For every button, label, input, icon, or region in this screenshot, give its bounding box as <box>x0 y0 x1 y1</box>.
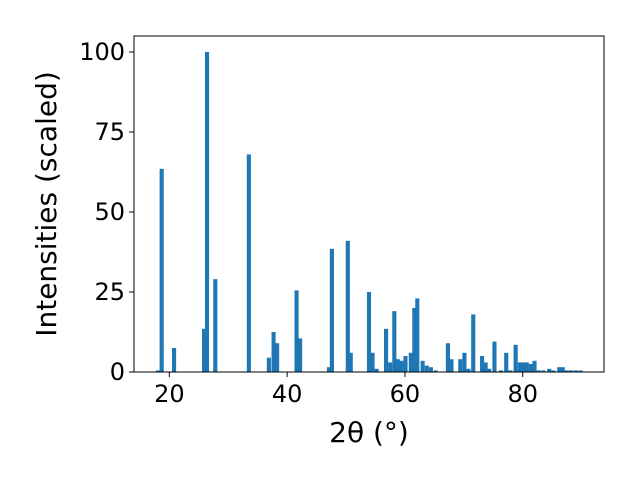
bar <box>547 368 552 372</box>
bar <box>536 370 541 372</box>
bar <box>428 367 433 372</box>
bar <box>483 362 488 372</box>
bar <box>204 52 210 372</box>
bar <box>521 362 526 372</box>
bar <box>424 365 429 372</box>
bar <box>528 364 534 372</box>
bar <box>492 341 497 372</box>
bar <box>202 328 207 372</box>
bar <box>271 332 276 372</box>
bar <box>403 356 408 372</box>
bar <box>388 362 393 372</box>
x-tick-label: 60 <box>390 380 421 408</box>
bar <box>374 368 379 372</box>
y-tick-label: 0 <box>110 358 125 386</box>
bar <box>415 298 420 372</box>
bar <box>541 370 546 372</box>
bar <box>487 368 492 372</box>
bar <box>458 359 463 372</box>
bar <box>329 248 334 372</box>
bar <box>156 370 161 372</box>
y-tick-label: 25 <box>94 278 125 306</box>
bar <box>171 348 177 372</box>
bar <box>408 352 413 372</box>
bar <box>392 311 397 372</box>
bar <box>399 360 404 372</box>
bar <box>557 367 562 372</box>
bar <box>433 370 438 372</box>
bar <box>395 359 400 372</box>
bar <box>412 308 417 372</box>
bar <box>578 370 583 372</box>
bar <box>508 370 513 372</box>
y-axis-label: Intensities (scaled) <box>30 71 63 337</box>
bar <box>298 338 303 372</box>
bar <box>560 367 565 372</box>
bar <box>159 168 164 372</box>
bar <box>471 314 476 372</box>
bar <box>524 362 529 372</box>
bar <box>517 362 522 372</box>
bar <box>384 328 389 372</box>
x-axis-label: 2θ (°) <box>329 416 409 449</box>
bar <box>573 370 578 372</box>
bar <box>366 292 372 372</box>
bars <box>156 52 583 372</box>
bar <box>326 367 332 372</box>
bar <box>370 352 375 372</box>
bar <box>480 356 485 372</box>
x-tick-label: 20 <box>154 380 185 408</box>
ticks: 20 40 60 80 0 25 50 75 100 <box>79 38 538 408</box>
bar <box>266 357 271 372</box>
bar <box>246 154 251 372</box>
bar <box>294 290 299 372</box>
bar <box>498 370 503 372</box>
bar <box>462 352 467 372</box>
bar <box>275 343 280 372</box>
y-tick-label: 75 <box>94 118 125 146</box>
bar <box>449 359 454 372</box>
bar <box>466 368 471 372</box>
bar <box>420 360 425 372</box>
x-tick-label: 80 <box>507 380 538 408</box>
x-tick-label: 40 <box>272 380 303 408</box>
y-tick-label: 100 <box>79 38 125 66</box>
bar <box>532 360 537 372</box>
bar <box>551 370 556 372</box>
bar <box>568 370 574 372</box>
bar <box>348 352 353 372</box>
bar <box>213 279 218 372</box>
y-tick-label: 50 <box>94 198 125 226</box>
bar <box>504 352 509 372</box>
bar <box>345 240 350 372</box>
plot-frame <box>133 35 605 373</box>
bar <box>564 370 569 372</box>
bar <box>513 344 518 372</box>
bar <box>445 343 450 372</box>
